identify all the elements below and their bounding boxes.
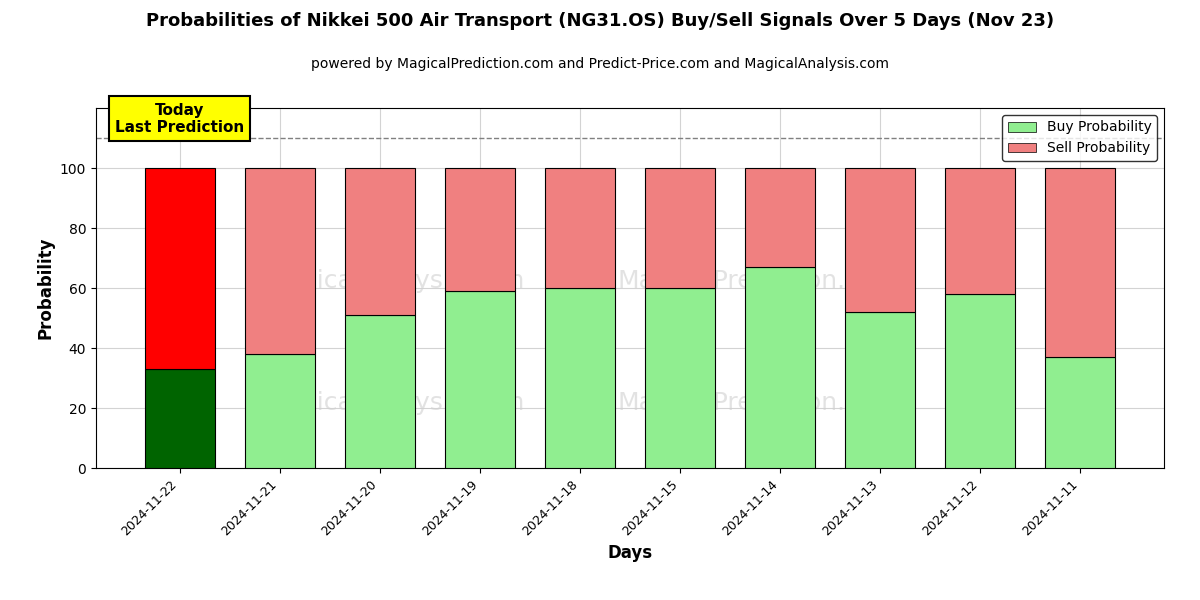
Bar xyxy=(545,168,614,288)
Bar xyxy=(344,168,415,315)
Legend: Buy Probability, Sell Probability: Buy Probability, Sell Probability xyxy=(1002,115,1157,161)
Bar xyxy=(245,354,314,468)
Bar xyxy=(646,168,715,288)
Text: Today
Last Prediction: Today Last Prediction xyxy=(115,103,245,135)
Bar xyxy=(445,168,515,291)
Text: Probabilities of Nikkei 500 Air Transport (NG31.OS) Buy/Sell Signals Over 5 Days: Probabilities of Nikkei 500 Air Transpor… xyxy=(146,12,1054,30)
Bar xyxy=(144,168,215,369)
Bar xyxy=(745,168,815,267)
Bar xyxy=(445,291,515,468)
Bar xyxy=(1045,357,1116,468)
Text: MagicalAnalysis.com: MagicalAnalysis.com xyxy=(265,391,526,415)
Bar xyxy=(946,168,1015,294)
Text: powered by MagicalPrediction.com and Predict-Price.com and MagicalAnalysis.com: powered by MagicalPrediction.com and Pre… xyxy=(311,57,889,71)
Bar xyxy=(745,267,815,468)
Bar xyxy=(344,315,415,468)
X-axis label: Days: Days xyxy=(607,544,653,562)
Text: MagicalPrediction.com: MagicalPrediction.com xyxy=(618,391,899,415)
Bar xyxy=(845,168,916,312)
Bar xyxy=(245,168,314,354)
Bar xyxy=(144,369,215,468)
Bar xyxy=(946,294,1015,468)
Y-axis label: Probability: Probability xyxy=(36,237,54,339)
Bar xyxy=(545,288,614,468)
Text: MagicalPrediction.com: MagicalPrediction.com xyxy=(618,269,899,293)
Bar xyxy=(845,312,916,468)
Bar xyxy=(646,288,715,468)
Text: MagicalAnalysis.com: MagicalAnalysis.com xyxy=(265,269,526,293)
Bar xyxy=(1045,168,1116,357)
